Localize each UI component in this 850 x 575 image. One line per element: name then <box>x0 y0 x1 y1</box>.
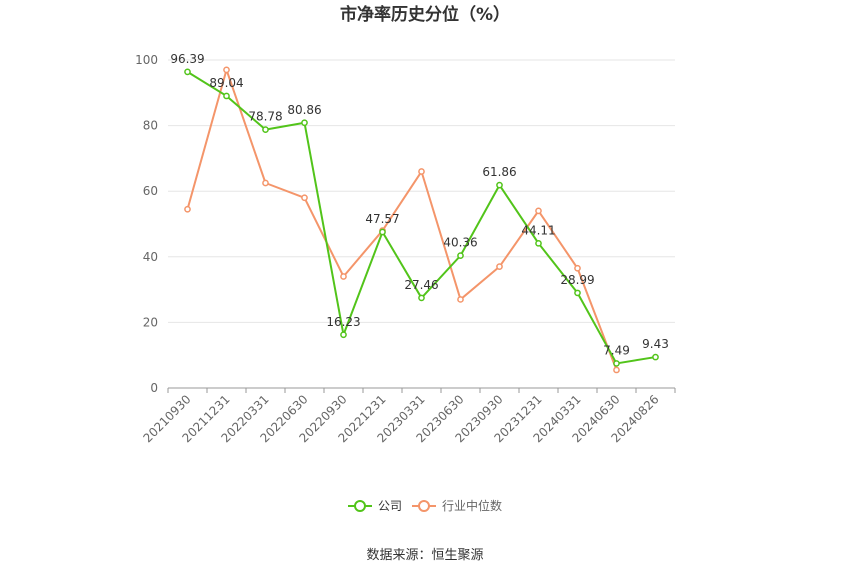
y-tick-label: 0 <box>150 381 158 395</box>
grid <box>168 59 675 323</box>
legend-item-company[interactable]: 公司 <box>348 499 402 513</box>
data-point[interactable] <box>574 289 581 297</box>
data-point[interactable] <box>223 92 230 100</box>
data-label: 47.57 <box>365 212 399 226</box>
data-point[interactable] <box>613 360 620 367</box>
data-labels: 96.39 89.04 78.78 80.86 16.23 47.57 27.46 40.36… <box>170 52 669 358</box>
data-label: 28.99 <box>560 273 594 287</box>
y-tick-label: 60 <box>143 184 158 198</box>
data-point[interactable] <box>418 294 425 302</box>
y-tick-label: 40 <box>143 250 158 264</box>
data-point[interactable] <box>457 252 464 259</box>
legend-marker-icon <box>354 500 366 512</box>
data-label: 7.49 <box>603 343 630 357</box>
data-point[interactable] <box>379 228 386 236</box>
data-point[interactable] <box>301 194 308 202</box>
series-company <box>184 68 659 367</box>
y-tick-label: 80 <box>143 119 158 133</box>
data-label: 44.11 <box>521 223 555 237</box>
source-note: 数据来源：恒生聚源 <box>366 548 483 563</box>
data-point[interactable] <box>184 68 191 76</box>
data-point[interactable] <box>496 263 503 270</box>
data-point[interactable] <box>535 239 542 247</box>
data-label: 9.43 <box>642 337 669 351</box>
data-point[interactable] <box>652 353 659 361</box>
series-line <box>186 68 618 371</box>
data-point[interactable] <box>457 296 464 303</box>
data-label: 80.86 <box>287 103 321 117</box>
data-point[interactable] <box>340 273 347 280</box>
data-point[interactable] <box>613 366 620 374</box>
data-label: 40.36 <box>443 236 477 250</box>
data-point[interactable] <box>340 331 347 339</box>
data-point[interactable] <box>535 207 542 215</box>
data-point[interactable] <box>262 126 269 133</box>
data-point[interactable] <box>418 168 425 175</box>
legend-item-industry-median[interactable]: 行业中位数 <box>412 498 502 513</box>
data-label: 16.23 <box>326 315 360 329</box>
data-label: 89.04 <box>209 76 243 90</box>
y-tick-label: 20 <box>143 315 158 329</box>
data-label: 27.46 <box>404 278 438 292</box>
y-tick-label: 100 <box>135 53 158 67</box>
legend-label: 公司 <box>378 499 402 513</box>
series-industry-median <box>184 66 620 374</box>
data-point[interactable] <box>574 264 581 272</box>
data-point[interactable] <box>496 181 503 189</box>
data-point[interactable] <box>262 179 269 187</box>
data-label: 96.39 <box>170 52 204 66</box>
data-point[interactable] <box>223 66 230 74</box>
series-layer <box>184 66 659 374</box>
chart-title: 市净率历史分位（%） <box>340 4 510 25</box>
data-label: 61.86 <box>482 165 516 179</box>
legend[interactable]: 公司 行业中位数 <box>348 498 502 513</box>
data-point[interactable] <box>301 119 308 127</box>
data-point[interactable] <box>184 205 191 213</box>
legend-label: 行业中位数 <box>442 498 502 513</box>
legend-marker-icon <box>418 500 430 512</box>
axes: 0204060801002021093020211231202203312022… <box>135 53 676 445</box>
data-label: 78.78 <box>248 110 282 124</box>
